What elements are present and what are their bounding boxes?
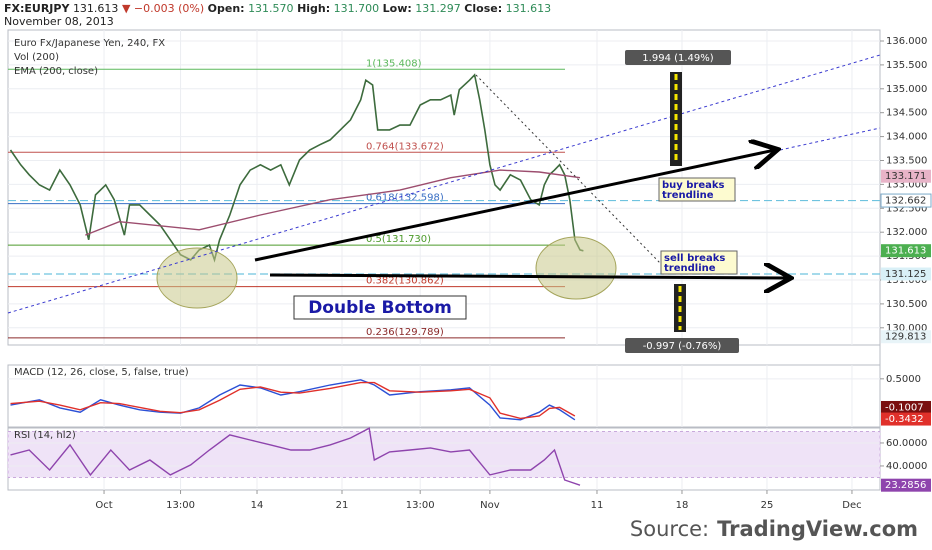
bottom-ellipse (156, 247, 238, 309)
measure-box (625, 338, 739, 353)
fib-label: 0.236(129.789) (366, 327, 444, 338)
pattern-label: Double Bottom (308, 298, 452, 318)
field-name: Low: (383, 2, 412, 15)
projection-line (475, 74, 663, 266)
price-tag (881, 478, 931, 492)
fib-label: 0.618(132.598) (366, 193, 444, 204)
series-line (10, 381, 576, 420)
y-tick-label: 135.500 (886, 60, 927, 71)
y-tick-label: 130.500 (886, 299, 927, 310)
price-tag-label: 23.2856 (885, 480, 926, 491)
x-tick-label: 14 (251, 500, 264, 511)
price-tag (881, 400, 931, 414)
indicator-label: Vol (200) (14, 52, 59, 63)
y-tick-label: 132.500 (886, 203, 927, 214)
price-tag-label: 132.662 (885, 196, 926, 207)
measure-label: 1.994 (1.49%) (642, 53, 713, 64)
price-tag (881, 169, 931, 183)
field-value: 131.297 (415, 2, 461, 15)
price-tag-label: -0.1007 (885, 402, 924, 413)
y-tick-label: 132.000 (886, 227, 927, 238)
price-tag (881, 330, 931, 344)
note-box (658, 177, 736, 202)
price-tag (881, 412, 931, 426)
x-tick-label: Dec (842, 500, 861, 511)
legend-entry: EMA (200, close) (14, 66, 98, 77)
measure-box (625, 50, 731, 65)
y-tick-label: 136.000 (886, 36, 927, 47)
source: Source: TradingView.com (630, 517, 918, 541)
x-tick-label: 13:00 (166, 500, 195, 511)
pane-title: RSI (14, hl2) (14, 430, 76, 441)
series-line (85, 169, 581, 236)
note-text: sell breaks (664, 253, 725, 264)
header: FX:EURJPY 131.613 ▼ −0.003 (0%) Open: 13… (4, 2, 551, 28)
note-text: trendline (662, 190, 714, 201)
price-tag (880, 193, 932, 208)
last-price: 131.613 (73, 2, 119, 15)
overlay: 1.994 (1.49%) -0.997 (-0.76%) buy breaks… (7, 50, 881, 353)
trend-arrow (269, 275, 788, 278)
source-prefix: Source: (630, 517, 709, 541)
y-tick-label: 40.0000 (886, 461, 927, 472)
x-tick-label: 18 (676, 500, 689, 511)
pane-title: MACD (12, 26, close, 5, false, true) (14, 367, 189, 378)
field-value: 131.700 (334, 2, 380, 15)
field-name: Close: (464, 2, 502, 15)
y-tick-label: 133.000 (886, 179, 927, 190)
pane-title: Euro Fx/Japanese Yen, 240, FX (14, 38, 165, 49)
price-tag (881, 267, 931, 281)
price-tag (881, 244, 931, 258)
price-tag-label: 131.125 (885, 269, 926, 280)
price-tag-label: 133.171 (885, 171, 926, 182)
price-tag-label: -0.3432 (885, 414, 924, 425)
x-tick-label: 21 (336, 500, 349, 511)
y-tick-label: 134.500 (886, 108, 927, 119)
source-site: TradingView.com (717, 517, 918, 541)
x-tick-label: 25 (761, 500, 774, 511)
field-name: High: (297, 2, 330, 15)
x-tick-label: Oct (95, 500, 112, 511)
price-tag-label: 131.613 (885, 246, 926, 257)
trendline-extension (779, 127, 881, 151)
field-name: Open: (208, 2, 245, 15)
y-tick-label: 130.000 (886, 323, 927, 334)
date: November 08, 2013 (4, 15, 114, 28)
field-value: 131.613 (506, 2, 552, 15)
plot-area: Oct 13:00 14 21 13:00 Nov 11 18 25 Dec 130.000 130.… (7, 29, 932, 511)
y-tick-label: 0.5000 (886, 374, 921, 385)
y-tick-label: 133.500 (886, 155, 927, 166)
change: ▼ −0.003 (0%) (122, 2, 204, 15)
x-tick-label: 13:00 (406, 500, 435, 511)
fib-label: 0.382(130.862) (366, 276, 444, 287)
y-tick-label: 60.0000 (886, 438, 927, 449)
fib-label: 1(135.408) (366, 58, 422, 69)
series-line (9, 73, 584, 263)
note-text: buy breaks (662, 180, 725, 191)
rsi-band (7, 430, 881, 478)
note-text: trendline (664, 263, 716, 274)
measure-label: -0.997 (-0.76%) (643, 341, 722, 352)
quote-line: FX:EURJPY 131.613 ▼ −0.003 (0%) Open: 13… (4, 2, 551, 15)
fib-label: 0.5(131.730) (366, 234, 431, 245)
x-tick-label: 11 (591, 500, 604, 511)
field-value: 131.570 (248, 2, 294, 15)
y-tick-label: 135.000 (886, 84, 927, 95)
trend-arrow (254, 150, 775, 262)
note-box (660, 250, 738, 275)
series-line (10, 427, 581, 486)
y-tick-label: 134.000 (886, 132, 927, 143)
symbol: FX:EURJPY (4, 2, 70, 15)
pattern-box (293, 295, 467, 320)
price-tag-label: 129.813 (885, 332, 926, 343)
fib-label: 0.764(133.672) (366, 141, 444, 152)
trendline-dotted (7, 54, 881, 314)
x-tick-label: Nov (480, 500, 500, 511)
bottom-ellipse (535, 236, 617, 300)
